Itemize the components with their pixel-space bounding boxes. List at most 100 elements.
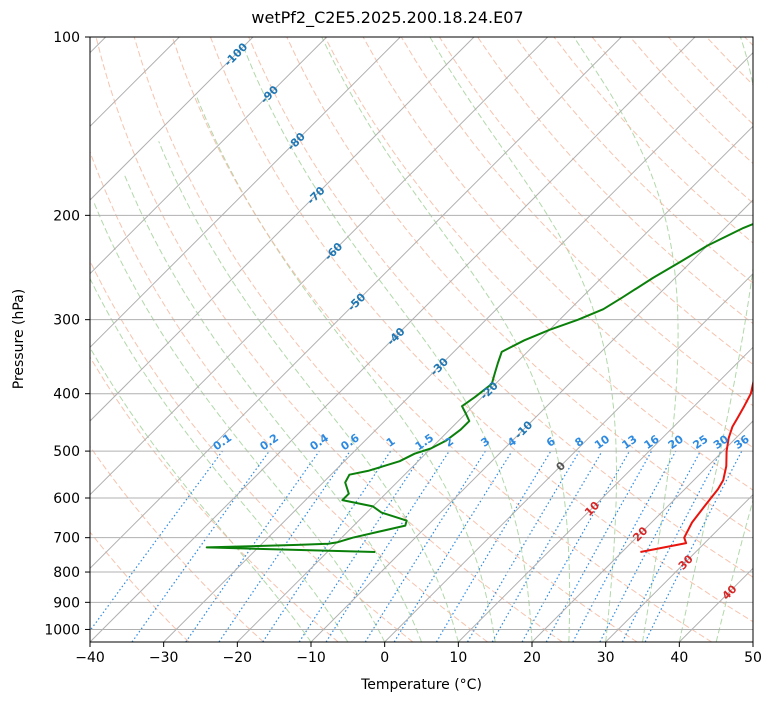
mixing-ratio-label: 1.5 xyxy=(413,431,436,453)
dry-adiabat-line xyxy=(133,37,638,642)
dry-adiabat-line xyxy=(210,37,753,623)
y-axis-label: Pressure (hPa) xyxy=(11,288,27,390)
mixing-ratio-line xyxy=(325,450,450,642)
mixing-ratio-label: 16 xyxy=(642,432,662,452)
dry-adiabat-line xyxy=(248,37,753,578)
x-tick-label: −30 xyxy=(149,650,179,666)
temperature-line xyxy=(640,379,753,553)
mixing-ratio-line xyxy=(644,450,743,642)
dry-adiabat-line xyxy=(90,356,339,642)
moist-adiabat-line xyxy=(195,94,496,642)
dry-adiabat-line xyxy=(90,531,190,642)
isotherm-line xyxy=(531,420,753,642)
isotherm-line xyxy=(90,37,328,275)
moist-adiabat-line xyxy=(90,346,312,642)
isotherm-line xyxy=(90,37,254,201)
mixing-ratio-label: 0.2 xyxy=(258,431,281,453)
isotherm-line xyxy=(90,37,475,422)
isotherm-line xyxy=(457,346,753,642)
mixing-ratio-label: 10 xyxy=(592,432,612,452)
y-tick-label: 800 xyxy=(53,565,80,581)
isotherm-line xyxy=(163,51,753,642)
moist-adiabat-line xyxy=(715,498,753,642)
moist-adiabat-line xyxy=(90,277,349,642)
x-tick-label: −10 xyxy=(296,650,326,666)
mixing-ratio-label: 30 xyxy=(711,432,731,452)
y-tick-label: 500 xyxy=(53,444,80,460)
moist-adiabat-line xyxy=(244,49,533,642)
background-lines xyxy=(90,37,753,642)
y-tick-label: 900 xyxy=(53,595,80,611)
mixing-ratio-line xyxy=(262,450,392,642)
isotherm-line xyxy=(752,641,753,642)
x-tick-label: −40 xyxy=(75,650,105,666)
y-tick-label: 300 xyxy=(53,313,80,329)
moist-adiabat-line xyxy=(123,173,422,642)
isotherm-line xyxy=(90,37,622,570)
moist-adiabat-line xyxy=(429,37,617,642)
dry-adiabat-line xyxy=(515,37,753,284)
dry-adiabat-line xyxy=(90,445,264,642)
dry-adiabat-line xyxy=(95,37,563,642)
dry-adiabat-line xyxy=(90,150,488,642)
mixing-ratio-line xyxy=(466,450,580,642)
dry-adiabat-line xyxy=(438,37,753,366)
isotherm-label: -80 xyxy=(285,130,308,153)
dry-adiabat-line xyxy=(744,37,753,47)
mixing-ratio-line xyxy=(131,450,270,642)
mixing-ratio-label: 1 xyxy=(384,435,398,450)
chart-title: wetPf2_C2E5.2025.200.18.24.E07 xyxy=(251,8,524,27)
y-tick-label: 700 xyxy=(53,531,80,547)
dewpoint-line xyxy=(205,222,753,553)
mixing-ratio-line xyxy=(90,450,223,632)
inline-labels: 0.1 0.2 0.4 0.6 1 1.5 2 3 4 6 8 10 13 16 20 25 30 36-100-… xyxy=(211,40,752,602)
plot-frame xyxy=(89,36,754,643)
mixing-ratio-line xyxy=(393,450,513,642)
mixing-ratio-label: 0.4 xyxy=(308,431,332,453)
isotherm-line xyxy=(310,199,753,642)
dry-adiabat-line xyxy=(706,37,753,86)
y-tick-label: 100 xyxy=(53,30,80,46)
axes: −40 −30 −20 −10 0 10 20 30 40 5010020030040050060… xyxy=(44,30,762,666)
moist-adiabat-line xyxy=(573,37,679,642)
x-tick-label: 10 xyxy=(449,650,467,666)
mixing-ratio-label: 20 xyxy=(666,432,686,452)
mixing-ratio-label: 25 xyxy=(691,433,711,452)
isotherm-line xyxy=(605,493,753,642)
mixing-ratio-line xyxy=(572,450,677,642)
mixing-ratio-label: 6 xyxy=(544,435,558,450)
dry-adiabat-line xyxy=(400,37,753,407)
x-tick-label: −20 xyxy=(223,650,253,666)
isotherm-line xyxy=(90,37,549,496)
mixing-ratio-line xyxy=(298,450,425,642)
x-axis-label: Temperature (°C) xyxy=(361,677,482,693)
x-tick-label: 30 xyxy=(597,650,615,666)
x-tick-label: 20 xyxy=(523,650,541,666)
mixing-ratio-label: 0.1 xyxy=(211,431,234,453)
isotherm-label: -90 xyxy=(258,83,281,106)
isotherm-line xyxy=(678,567,753,642)
mixing-ratio-line xyxy=(218,450,351,642)
moist-adiabat-line xyxy=(93,201,386,642)
isotherm-line xyxy=(384,272,753,642)
profile-lines xyxy=(205,222,753,553)
x-tick-label: 50 xyxy=(744,650,762,666)
y-tick-label: 600 xyxy=(53,491,80,507)
isotherm-label: -100 xyxy=(222,40,251,69)
y-tick-label: 1000 xyxy=(44,622,80,638)
dry-adiabat-line xyxy=(591,37,753,204)
isotherm-line xyxy=(90,37,696,642)
x-tick-label: 40 xyxy=(670,650,688,666)
dry-adiabat-line xyxy=(668,37,753,125)
mixing-ratio-label: 13 xyxy=(619,433,639,452)
y-tick-label: 200 xyxy=(53,208,80,224)
y-tick-label: 400 xyxy=(53,387,80,403)
moist-adiabat-line xyxy=(678,37,753,642)
mixing-ratio-line xyxy=(521,450,631,642)
mixing-ratio-line xyxy=(435,450,552,642)
moist-adiabat-line xyxy=(321,37,571,642)
mixing-ratio-line xyxy=(185,450,320,642)
mixing-ratio-label: 2 xyxy=(442,435,456,450)
isotherm-line xyxy=(90,37,401,349)
